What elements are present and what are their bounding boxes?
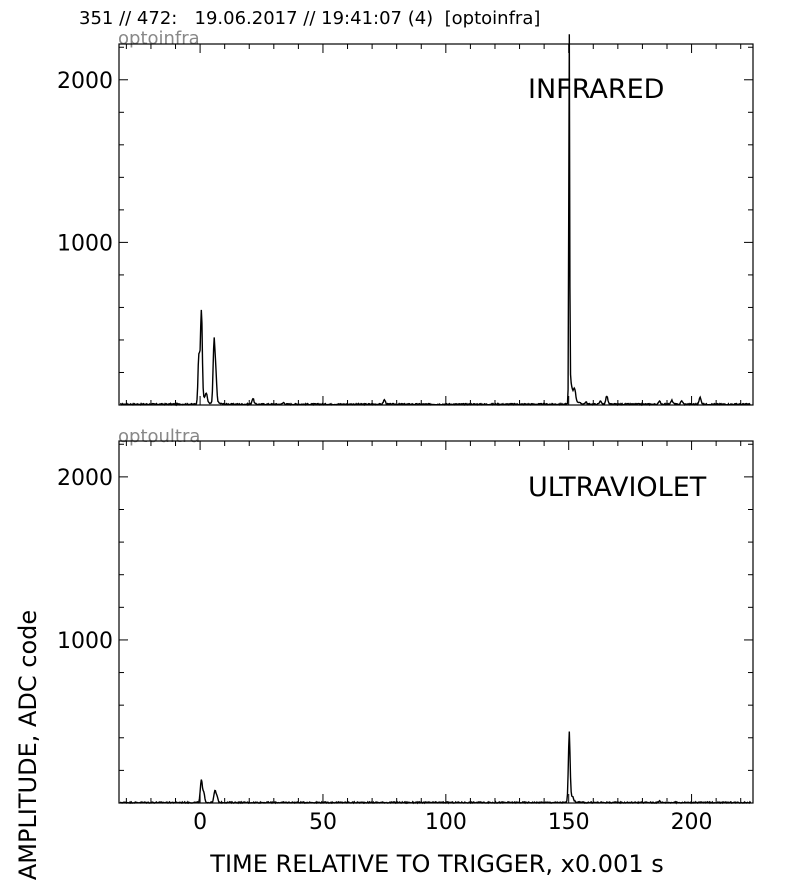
x-axis-label: TIME RELATIVE TO TRIGGER, x0.001 s [209, 850, 663, 878]
plot-header: 351 // 472: 19.06.2017 // 19:41:07 (4) [… [79, 8, 541, 29]
plot-frame-infra [118, 43, 754, 406]
panel-tag-infra: optoinfra [118, 28, 200, 49]
x-tick-label: 100 [425, 810, 467, 835]
panel-tag-ultra: optoultra [118, 426, 200, 447]
x-tick-label: 150 [548, 810, 590, 835]
infrared-panel: optoinfra INFRARED 1000 2000 [57, 28, 754, 407]
ultraviolet-panel: optoultra ULTRAVIOLET 0 50 100 150 200 1000 20… [57, 426, 754, 835]
x-tick-label: 200 [671, 810, 713, 835]
y-tick-label: 1000 [57, 629, 113, 654]
trace-ultraviolet [119, 731, 752, 805]
y-tick-label: 1000 [57, 231, 113, 256]
x-tick-label: 0 [193, 810, 207, 835]
x-tick-label: 50 [309, 810, 337, 835]
y-tick-label: 2000 [57, 69, 113, 94]
band-label-ultraviolet: ULTRAVIOLET [528, 472, 707, 503]
y-tick-label: 2000 [57, 466, 113, 491]
y-axis-label: AMPLITUDE, ADC code [14, 610, 42, 880]
band-label-infrared: INFRARED [528, 74, 664, 105]
plot-frame-ultra [118, 440, 754, 804]
